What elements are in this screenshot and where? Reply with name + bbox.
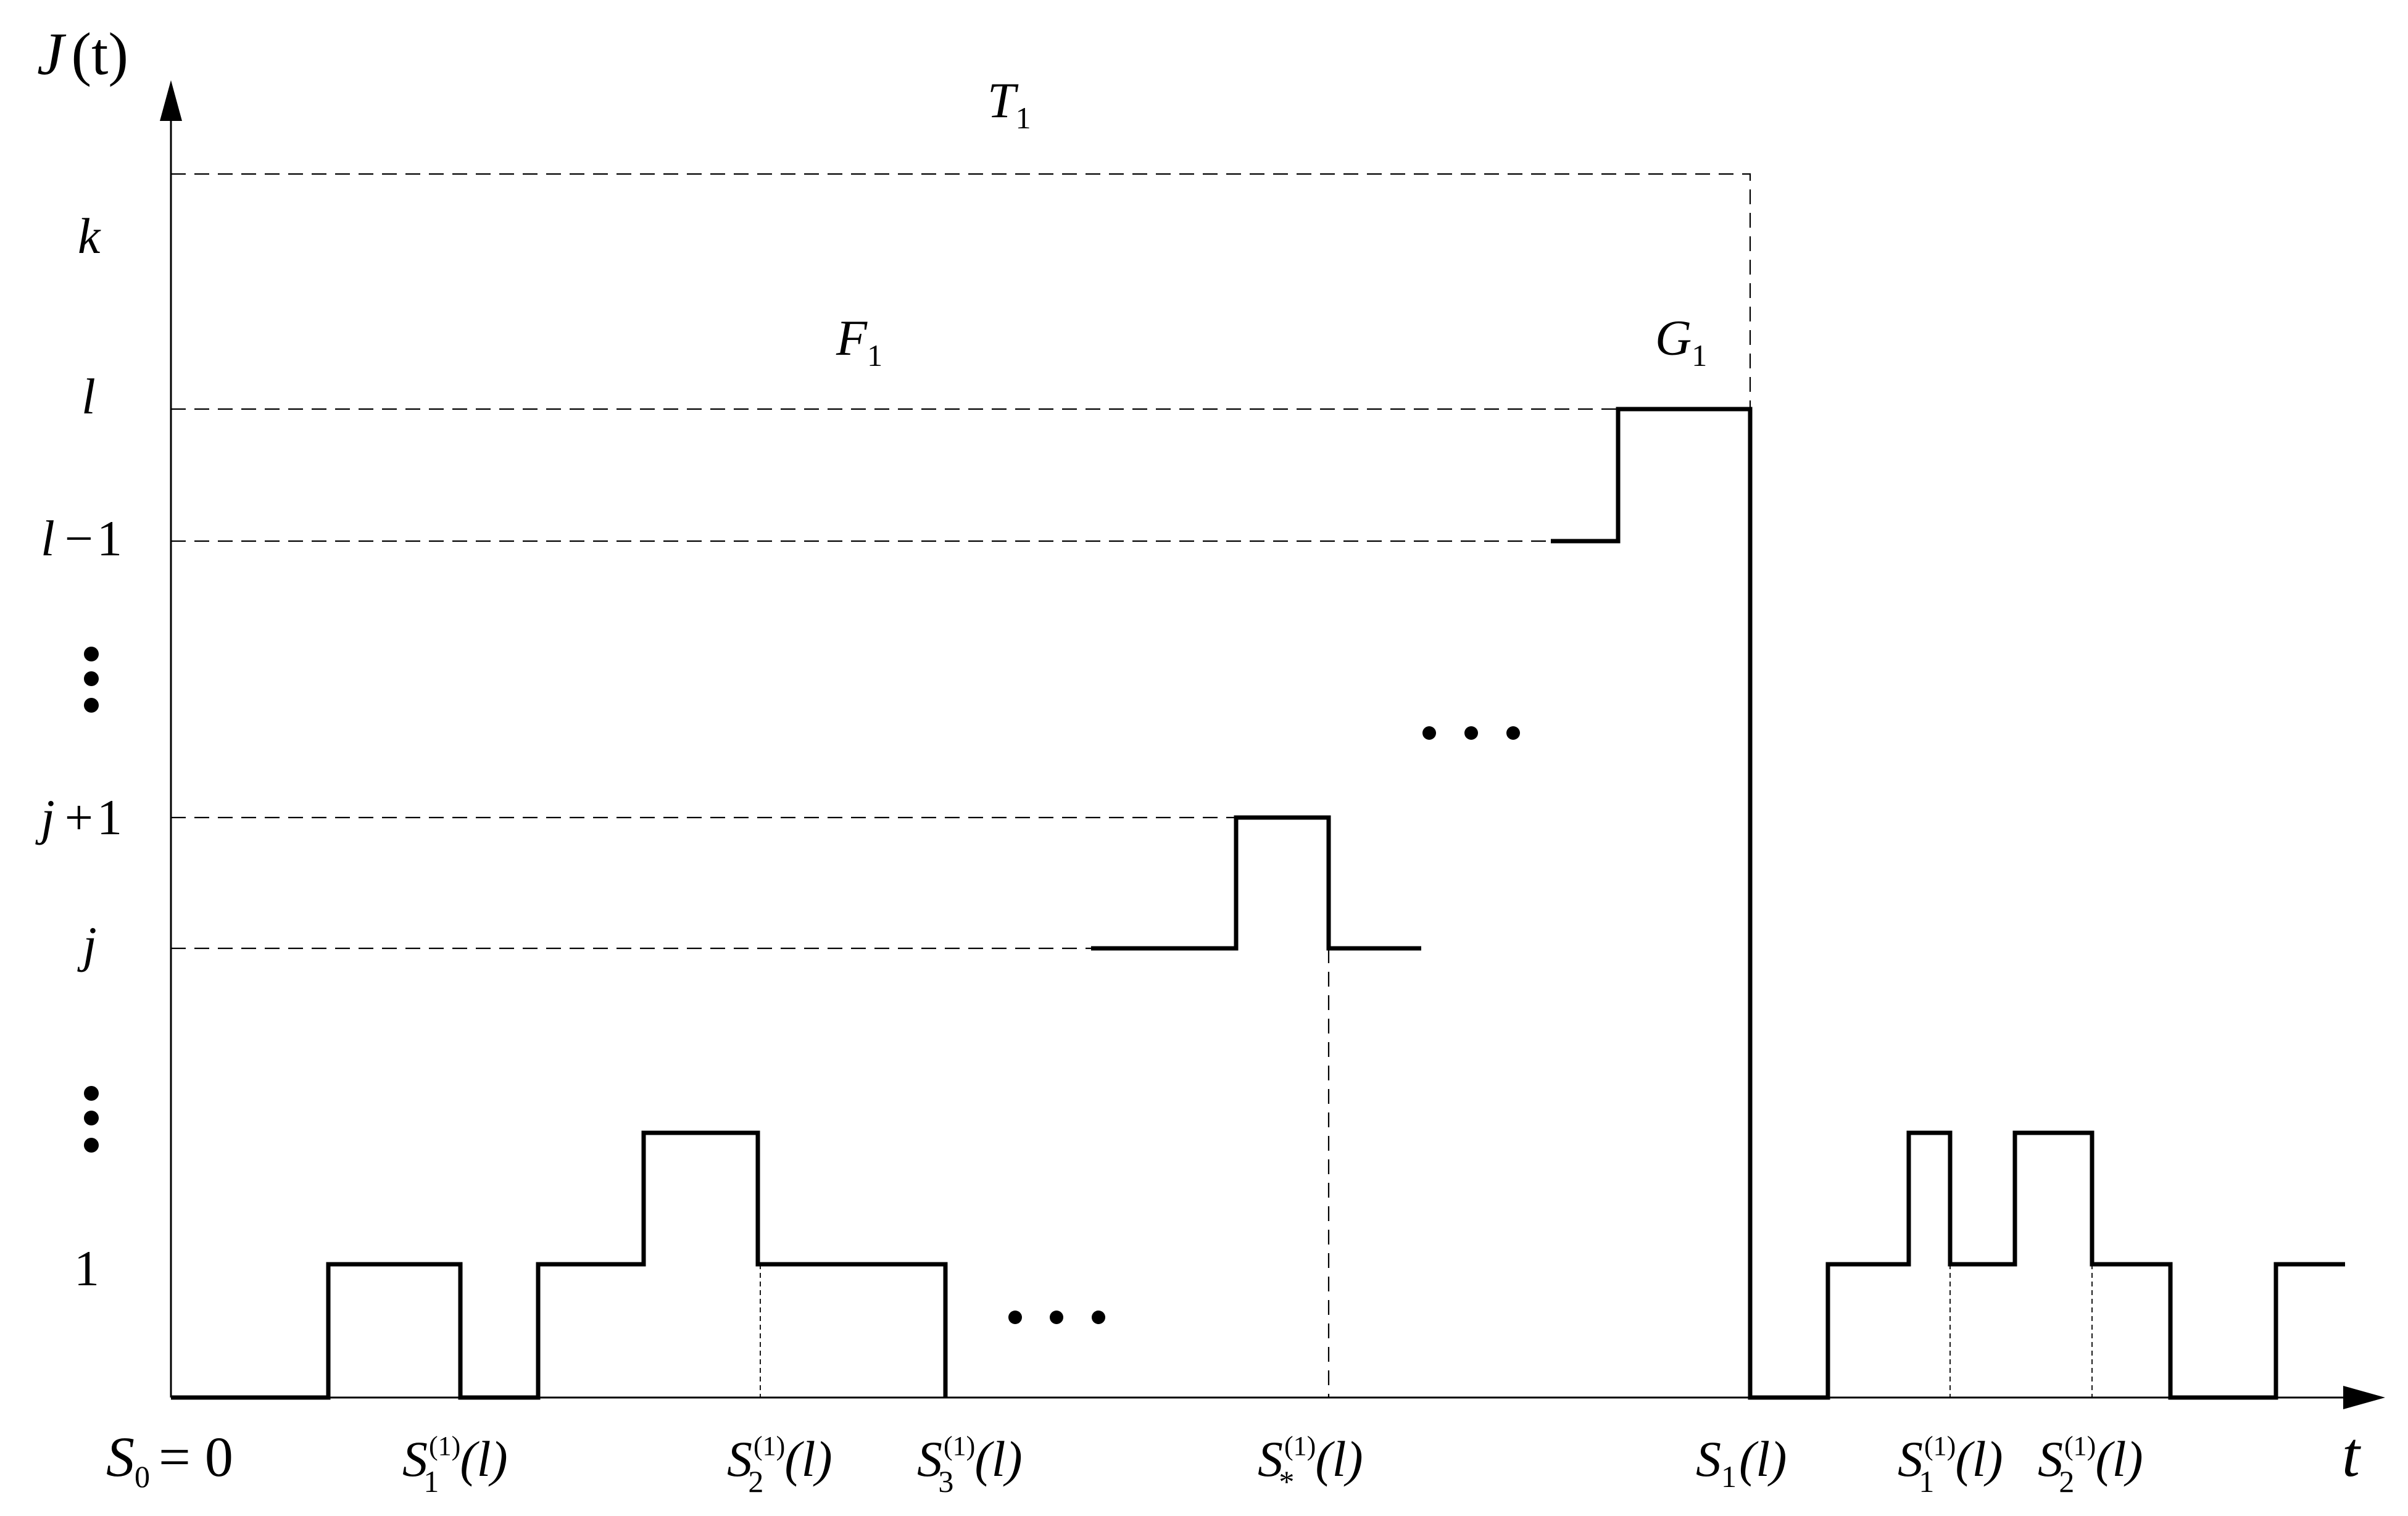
process-trace <box>171 407 2345 1400</box>
marker-sstar-label: S(1) * (l) <box>1258 1431 1363 1499</box>
label-G1: G1 <box>1655 310 1707 373</box>
marker-s1-label: S(1) 1 (l) <box>402 1431 508 1499</box>
y-axis-arrow <box>160 80 182 121</box>
axes <box>160 80 2385 1409</box>
marker-s3-label: S(1) 3 (l) <box>917 1431 1023 1499</box>
level-l-minus-1-label: l −1 <box>41 510 122 566</box>
region-labels: T1 F1 G1 <box>836 72 1707 373</box>
vertical-ellipsis-lower <box>84 1086 99 1153</box>
level-k-guide <box>171 173 1751 409</box>
marker-S1-label: S1(l) <box>1696 1431 1787 1494</box>
label-T1: T1 <box>987 72 1031 135</box>
vertical-ellipsis-upper <box>84 647 99 713</box>
trace-segment-initial <box>171 1130 948 1400</box>
level-j-plus-1-label: j +1 <box>35 789 122 845</box>
guide-lines <box>171 173 2093 1398</box>
level-l-label: l <box>81 368 96 425</box>
x-axis-title: t <box>2342 1419 2361 1490</box>
trace-segment-level-j <box>1091 815 1421 951</box>
y-axis-title: J (t) <box>37 21 128 88</box>
level-1-label: 1 <box>74 1240 99 1296</box>
x-marker-labels: S(1) 1 (l) S(1) 2 (l) S(1) 3 (l) S(1) * (l) S1(l… <box>402 1431 2143 1499</box>
level-j-label: j <box>77 916 97 972</box>
marker-s2b-label: S(1) 2 (l) <box>2038 1431 2143 1499</box>
horizontal-ellipsis-middle <box>1422 726 1520 740</box>
ellipsis-marks <box>84 647 1520 1324</box>
marker-s1b-label: S(1) 1 (l) <box>1898 1431 2003 1499</box>
label-F1: F1 <box>836 310 882 373</box>
y-level-labels: k l l −1 j +1 j 1 <box>35 208 122 1296</box>
origin-label: S0 = 0 <box>106 1425 233 1494</box>
marker-s2-label: S(1) 2 (l) <box>727 1431 832 1499</box>
horizontal-ellipsis-bottom <box>1008 1311 1105 1324</box>
level-k-label: k <box>78 208 101 264</box>
trace-segment-top <box>1551 407 2345 1400</box>
x-axis-arrow <box>2343 1386 2385 1409</box>
